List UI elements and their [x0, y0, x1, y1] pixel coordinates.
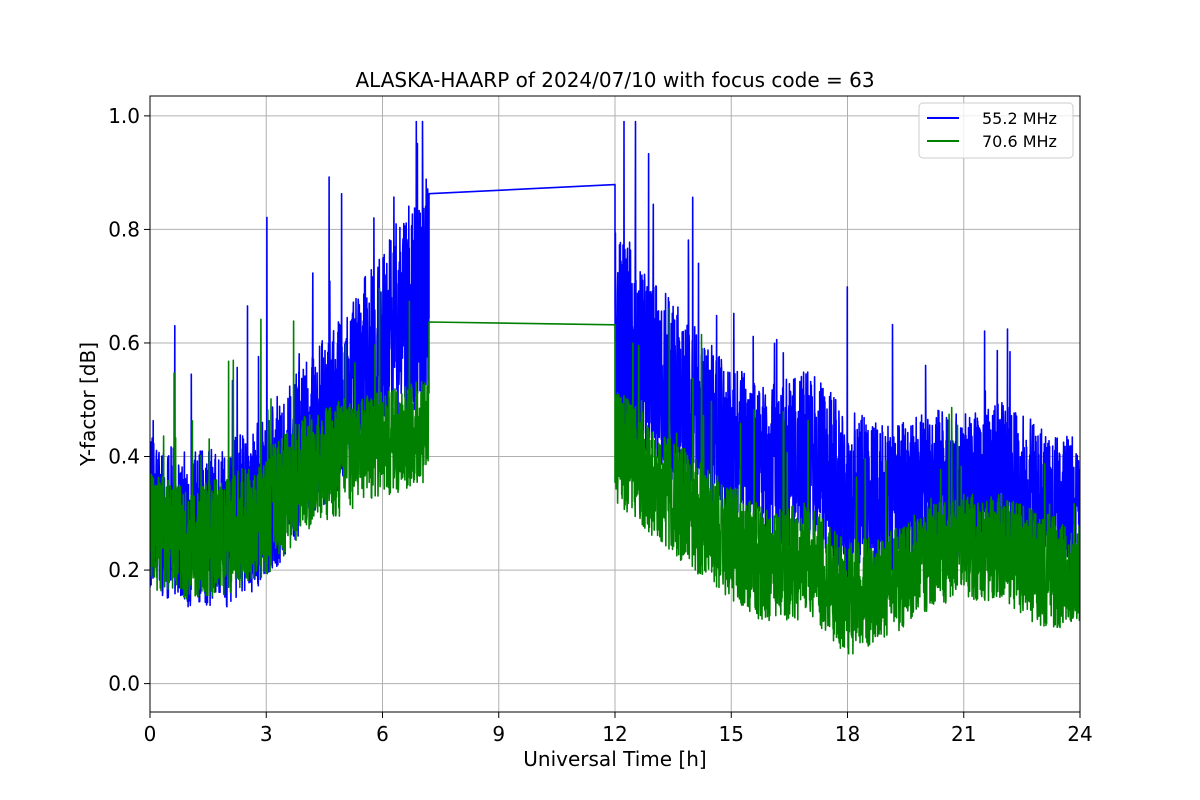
y-tick-label: 0.8 [108, 217, 140, 241]
y-tick-label: 0.0 [108, 672, 140, 696]
x-tick-label: 6 [376, 722, 389, 746]
x-tick-label: 12 [602, 722, 627, 746]
x-axis-label: Universal Time [h] [523, 747, 706, 771]
legend-box [918, 102, 1074, 159]
x-tick-label: 3 [260, 722, 273, 746]
series-line-green [150, 287, 1080, 655]
legend-label: 55.2 MHz [982, 109, 1057, 128]
chart-title: ALASKA-HAARP of 2024/07/10 with focus co… [355, 68, 874, 92]
legend: 55.2 MHz 70.6 MHz [918, 102, 1074, 159]
legend-label: 70.6 MHz [982, 132, 1057, 151]
x-tick-label: 15 [719, 722, 744, 746]
y-tick-label: 1.0 [108, 104, 140, 128]
x-tick-label: 18 [835, 722, 860, 746]
x-tick-label: 0 [144, 722, 157, 746]
x-tick-label: 24 [1067, 722, 1092, 746]
y-axis-label: Y-factor [dB] [76, 342, 100, 467]
x-tick-label: 9 [492, 722, 505, 746]
ticks: 0 3 6 9 12 15 18 21 24 0.0 0.2 0.4 0.6 0.8 1.0 [108, 104, 1093, 746]
y-tick-label: 0.4 [108, 445, 140, 469]
y-tick-label: 0.6 [108, 331, 140, 355]
plot-area [150, 120, 1080, 655]
x-tick-label: 21 [951, 722, 976, 746]
y-tick-label: 0.2 [108, 558, 140, 582]
